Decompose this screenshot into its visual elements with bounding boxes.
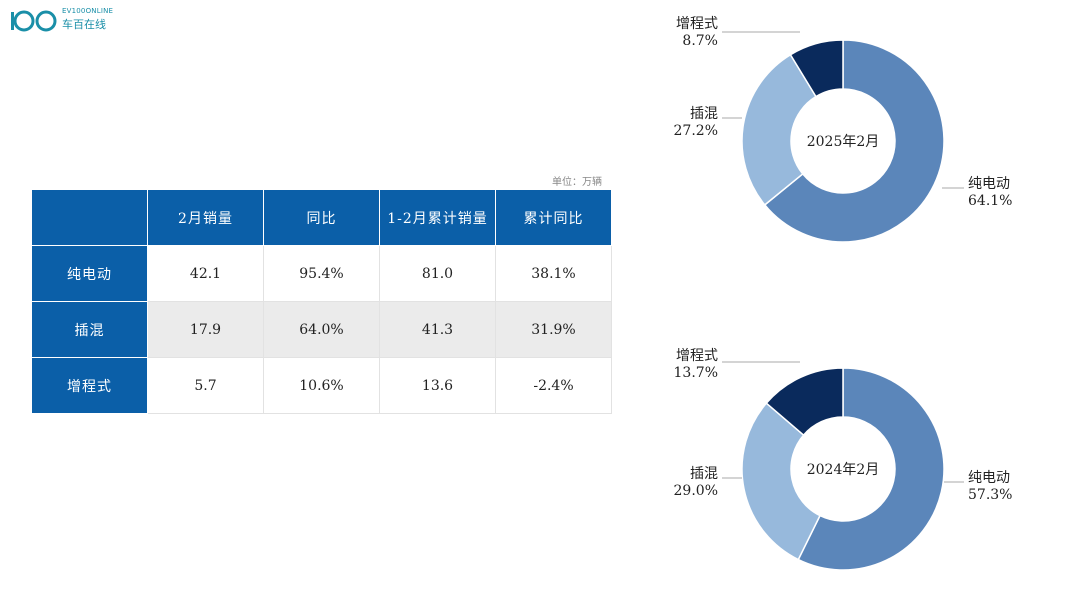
table-header-cell [31, 189, 148, 246]
table-cell: 38.1% [495, 245, 612, 302]
slice-value-label: 57.3% [968, 487, 1012, 503]
slice-name-label: 纯电动 [968, 176, 1010, 192]
row-label: 纯电动 [31, 245, 148, 302]
table-cell: 42.1 [147, 245, 264, 302]
brand-logo [11, 10, 57, 32]
table-header-row: 2月销量 同比 1-2月累计销量 累计同比 [31, 189, 612, 246]
donut-slice-2 [765, 367, 844, 437]
slice-value-label: 13.7% [674, 365, 718, 381]
slice-name-label: 增程式 [676, 348, 718, 364]
slice-value-label: 29.0% [674, 483, 718, 499]
slice-value-label: 64.1% [968, 193, 1012, 209]
slice-value-label: 27.2% [674, 123, 718, 139]
table-cell: 10.6% [263, 357, 380, 414]
table-cell: -2.4% [495, 357, 612, 414]
slice-name-label: 插混 [690, 466, 718, 482]
row-label: 增程式 [31, 357, 148, 414]
donut-slice-0 [763, 39, 945, 243]
slice-name-label: 插混 [690, 106, 718, 122]
table-cell: 81.0 [379, 245, 496, 302]
logo-text-en: EV100ONLINE [62, 7, 114, 15]
table-row: 插混 17.9 64.0% 41.3 31.9% [31, 301, 612, 358]
table-header-cell: 1-2月累计销量 [379, 189, 496, 246]
unit-label: 单位：万辆 [552, 177, 602, 188]
donut-slice-1 [741, 53, 817, 206]
slice-name-label: 增程式 [676, 16, 718, 32]
table-cell: 5.7 [147, 357, 264, 414]
table-cell: 13.6 [379, 357, 496, 414]
table-header-cell: 2月销量 [147, 189, 264, 246]
table-cell: 17.9 [147, 301, 264, 358]
slice-value-label: 8.7% [682, 33, 718, 49]
table-row: 增程式 5.7 10.6% 13.6 -2.4% [31, 357, 612, 414]
donut-slice-1 [741, 402, 821, 561]
table-cell: 41.3 [379, 301, 496, 358]
donut-center-label: 2024年2月 [807, 462, 880, 478]
table-cell: 95.4% [263, 245, 380, 302]
slice-name-label: 纯电动 [968, 470, 1010, 486]
table-header-cell: 累计同比 [495, 189, 612, 246]
sales-table: 2月销量 同比 1-2月累计销量 累计同比 纯电动 42.1 95.4% 81.… [31, 189, 612, 414]
table-header-cell: 同比 [263, 189, 380, 246]
donut-slice-2 [789, 39, 844, 98]
logo-text-cn: 车百在线 [62, 18, 106, 31]
donut-center-label: 2025年2月 [807, 134, 880, 150]
table-cell: 31.9% [495, 301, 612, 358]
row-label: 插混 [31, 301, 148, 358]
donut-slice-0 [797, 367, 945, 571]
table-row: 纯电动 42.1 95.4% 81.0 38.1% [31, 245, 612, 302]
table-cell: 64.0% [263, 301, 380, 358]
